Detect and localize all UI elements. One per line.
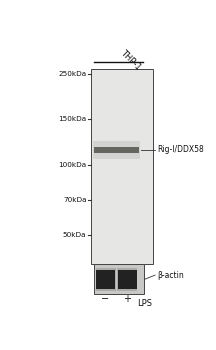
Bar bbox=[97, 270, 115, 289]
Text: β-actin: β-actin bbox=[157, 271, 184, 280]
Bar bbox=[91, 69, 152, 264]
Text: THP-1: THP-1 bbox=[118, 48, 142, 71]
Text: 250kDa: 250kDa bbox=[58, 71, 86, 77]
Text: Rig-I/DDX58: Rig-I/DDX58 bbox=[157, 145, 204, 154]
Text: LPS: LPS bbox=[137, 299, 152, 308]
Text: 50kDa: 50kDa bbox=[63, 232, 86, 238]
Text: 150kDa: 150kDa bbox=[58, 116, 86, 122]
Text: −: − bbox=[101, 294, 109, 303]
Text: 70kDa: 70kDa bbox=[63, 197, 86, 203]
Text: 100kDa: 100kDa bbox=[58, 162, 86, 168]
Bar bbox=[96, 268, 116, 291]
Bar bbox=[94, 264, 144, 294]
Text: +: + bbox=[123, 294, 131, 303]
Bar bbox=[93, 141, 140, 159]
Bar bbox=[118, 268, 137, 291]
Bar bbox=[118, 270, 137, 289]
Bar bbox=[94, 147, 139, 153]
